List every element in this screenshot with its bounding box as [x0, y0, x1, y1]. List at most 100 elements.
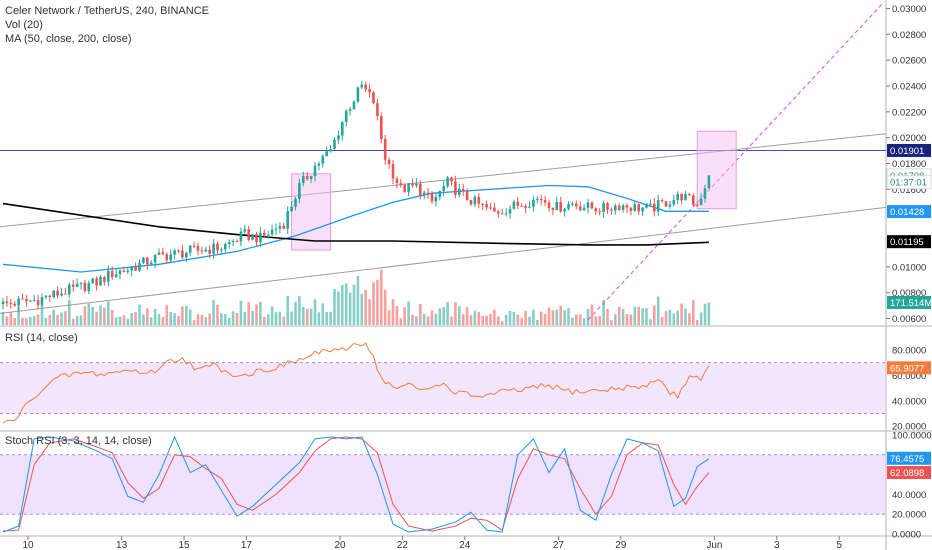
candle-body [664, 201, 668, 207]
volume-bar [32, 316, 36, 325]
candle-body [438, 191, 442, 197]
candle-body [204, 249, 208, 252]
volume-bar [653, 305, 656, 325]
volume-bar [344, 283, 348, 325]
volume-bar [680, 303, 683, 325]
volume-bar [610, 320, 613, 325]
volume-bar [532, 309, 535, 325]
rsi-y-tick-label: 60.0000 [892, 371, 926, 382]
price-pane[interactable] [0, 1, 887, 325]
candle-body [641, 207, 644, 212]
candle-body [79, 282, 83, 284]
candle-body [434, 196, 438, 202]
volume-bar [181, 306, 184, 325]
volume-bar [130, 313, 133, 325]
candle-body [536, 199, 539, 201]
volume-bar [188, 309, 192, 325]
volume-bar [360, 293, 364, 325]
candle-body [485, 204, 488, 208]
candle-body [610, 209, 613, 211]
volume-bar [48, 314, 52, 325]
volume-bar [508, 310, 512, 325]
x-tick-label: 10 [22, 540, 34, 550]
candles [1, 80, 711, 312]
rsi-legend[interactable]: RSI (14, close) [5, 332, 78, 344]
volume-legend[interactable]: Vol (20) [5, 19, 43, 31]
stoch-rsi-pane[interactable]: 100.000080.000060.000040.000020.00000.00… [0, 430, 932, 541]
symbol-title[interactable]: Celer Network / TetherUS, 240, BINANCE [5, 5, 209, 17]
candle-body [571, 203, 574, 205]
candle-body [695, 204, 699, 206]
candle-body [270, 229, 274, 235]
candle-body [625, 205, 629, 208]
candle-body [606, 203, 609, 210]
candle-body [282, 225, 286, 229]
candle-body [185, 252, 188, 258]
volume-bar [485, 315, 488, 325]
candle-body [114, 274, 118, 278]
volume-bar [95, 311, 98, 325]
candle-body [450, 177, 453, 182]
candle-body [161, 252, 165, 255]
volume-bar [395, 306, 399, 325]
candle-body [676, 193, 679, 200]
volume-bar [426, 316, 430, 325]
volume-bar [668, 309, 672, 325]
candle-body [110, 270, 114, 278]
stoch-rsi-legend[interactable]: Stoch RSI (3, 3, 14, 14, close) [5, 435, 152, 447]
volume-bar [40, 305, 44, 325]
candle-body [395, 178, 399, 183]
ma-legend[interactable]: MA (50, close, 200, close) [5, 33, 132, 45]
candle-body [75, 283, 79, 287]
candle-body [122, 270, 126, 272]
volume-bar [621, 308, 625, 325]
candle-body [251, 234, 254, 240]
candle-body [680, 193, 683, 201]
volume-bar [512, 311, 516, 325]
candle-body [227, 242, 231, 244]
volume-bar [235, 313, 239, 325]
volume-bar [173, 313, 176, 325]
candle-body [352, 101, 356, 110]
volume-bar [165, 305, 169, 325]
candle-body [559, 202, 562, 212]
volume-bar [399, 318, 403, 325]
volume-bar [68, 299, 71, 325]
candle-body [442, 186, 445, 192]
volume-bar [567, 308, 570, 325]
price-label-box [886, 175, 932, 190]
volume-bar [645, 308, 648, 325]
stoch-d-value-box [887, 466, 931, 480]
candle-body [633, 204, 637, 211]
time-axis[interactable]: 10 13 15 17 20 22 24 27 29 Jun 3 5 [22, 536, 842, 550]
volume-bar [196, 314, 200, 325]
candle-body [138, 262, 141, 271]
candle-body [703, 188, 707, 199]
candle-body [532, 199, 535, 207]
volume-bar [216, 304, 219, 325]
trend-channel[interactable] [0, 1, 887, 321]
volume-bar [239, 300, 243, 325]
volume-bar [543, 313, 547, 325]
candle-body [547, 202, 551, 208]
volume-bar [177, 315, 180, 325]
candle-body [231, 240, 235, 243]
candle-body [668, 204, 672, 207]
volume-bar [664, 311, 668, 325]
volume-bar [138, 304, 141, 325]
candle-body [134, 267, 137, 271]
volume-bar [633, 306, 637, 325]
volume-bar [212, 299, 215, 325]
candle-body [411, 183, 414, 186]
x-tick-label: 15 [178, 540, 190, 550]
candle-body [196, 246, 200, 251]
volume-bar [278, 311, 282, 325]
x-tick-label: 13 [116, 540, 128, 550]
candle-body [87, 283, 91, 292]
price-axis[interactable]: 0.03000 0.02800 0.02600 0.02400 0.02200 0.020… [886, 4, 932, 325]
candle-body [188, 245, 192, 253]
volume-bar [5, 316, 9, 325]
rsi-pane[interactable]: 80.0000 60.0000 40.0000 20.0000 65.9077 [0, 342, 931, 433]
stoch-k-line [2, 435, 710, 533]
